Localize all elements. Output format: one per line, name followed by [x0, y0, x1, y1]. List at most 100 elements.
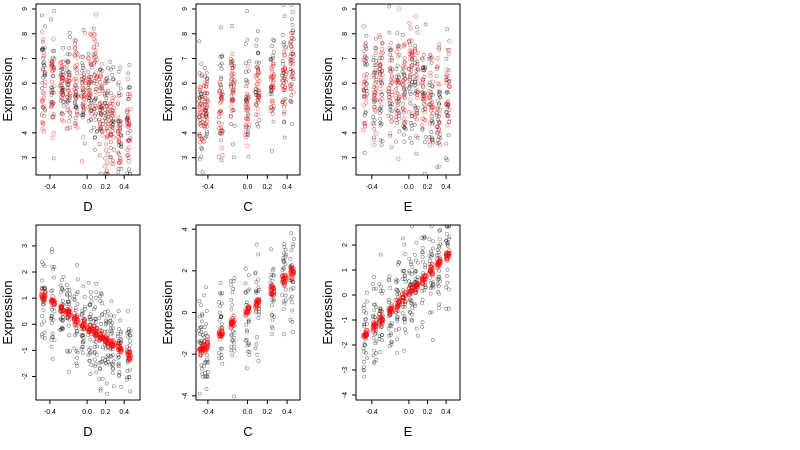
observed-point — [407, 269, 412, 274]
fitted-point — [39, 119, 45, 125]
fitted-point — [117, 160, 122, 165]
observed-point — [127, 167, 131, 172]
observed-point — [413, 79, 418, 84]
fitted-point — [197, 87, 203, 93]
observed-point — [52, 265, 57, 270]
fitted-point — [219, 331, 225, 337]
observed-point — [255, 50, 260, 55]
observed-point — [111, 366, 116, 371]
fitted-point — [364, 75, 369, 81]
fitted-point — [245, 107, 250, 113]
observed-point — [386, 326, 391, 331]
observed-point — [60, 88, 65, 93]
observed-point — [75, 355, 79, 360]
fitted-point — [436, 41, 442, 47]
y-tick-label: 9 — [342, 7, 349, 11]
fitted-point — [430, 137, 435, 143]
observed-point — [427, 310, 432, 315]
observed-point — [93, 320, 98, 324]
x-tick-label: -0.4 — [202, 409, 214, 416]
fitted-point — [59, 78, 65, 83]
fitted-point — [219, 111, 224, 116]
observed-point — [93, 305, 98, 310]
observed-point — [94, 95, 99, 100]
observed-point — [49, 17, 54, 22]
observed-point — [89, 317, 93, 322]
fitted-point — [446, 47, 452, 53]
fitted-point — [104, 101, 109, 106]
observed-point — [372, 63, 377, 68]
fitted-point — [245, 305, 251, 311]
fitted-point — [111, 135, 116, 140]
fitted-point — [97, 91, 102, 97]
observed-point — [407, 89, 412, 94]
observed-point — [362, 324, 367, 329]
fitted-point — [74, 85, 80, 91]
observed-point — [81, 351, 85, 356]
fitted-point — [288, 99, 293, 104]
observed-point — [445, 273, 450, 278]
y-axis-title: Expression — [320, 57, 335, 121]
observed-point — [437, 237, 442, 242]
observed-point — [388, 322, 393, 327]
observed-point — [371, 135, 376, 140]
observed-point — [87, 358, 92, 363]
fitted-point — [437, 120, 442, 125]
observed-point — [231, 142, 235, 147]
fitted-point — [371, 321, 377, 327]
fitted-point — [205, 334, 211, 340]
fitted-point — [229, 72, 234, 77]
fitted-point — [437, 111, 442, 117]
observed-point — [371, 336, 376, 340]
fitted-point — [389, 306, 395, 312]
fitted-point — [413, 77, 418, 82]
fitted-point — [396, 80, 402, 86]
observed-point — [81, 335, 86, 340]
observed-point — [125, 360, 130, 365]
fitted-point — [51, 299, 57, 305]
fitted-point — [445, 100, 450, 105]
fitted-point — [116, 115, 121, 120]
fitted-point — [102, 164, 108, 169]
observed-point — [197, 95, 202, 100]
fitted-point — [40, 37, 46, 42]
observed-point — [220, 361, 225, 366]
observed-point — [289, 248, 294, 253]
observed-point — [362, 343, 367, 348]
observed-point — [219, 77, 224, 82]
fitted-point — [396, 6, 402, 11]
fitted-point — [282, 109, 287, 114]
observed-point — [116, 353, 121, 357]
observed-point — [230, 24, 234, 28]
observed-point — [117, 374, 122, 378]
y-tick-label: 5 — [342, 106, 349, 110]
fitted-point — [423, 92, 428, 98]
y-tick-label: 6 — [22, 81, 29, 85]
fitted-point — [205, 339, 211, 345]
observed-point — [378, 307, 383, 311]
fitted-point — [115, 128, 121, 134]
observed-point — [97, 377, 102, 382]
observed-point — [108, 353, 113, 358]
observed-point — [410, 265, 415, 269]
y-axis-title: Expression — [0, 280, 15, 344]
observed-point — [407, 86, 412, 90]
fitted-point — [434, 66, 439, 72]
observed-point — [371, 360, 376, 365]
observed-point — [99, 360, 103, 365]
observed-point — [125, 97, 130, 101]
observed-point — [245, 129, 250, 134]
observed-point — [93, 147, 97, 152]
observed-point — [414, 290, 419, 295]
observed-point — [408, 260, 413, 265]
observed-point — [116, 170, 121, 175]
fitted-point — [110, 343, 116, 349]
y-axis-title: Expression — [320, 280, 335, 344]
observed-point — [205, 361, 210, 366]
observed-point — [86, 52, 91, 56]
observed-point — [446, 287, 451, 292]
observed-point — [202, 293, 207, 298]
y-tick-label: -1 — [342, 317, 349, 323]
observed-point — [372, 127, 377, 132]
observed-point — [374, 357, 379, 362]
